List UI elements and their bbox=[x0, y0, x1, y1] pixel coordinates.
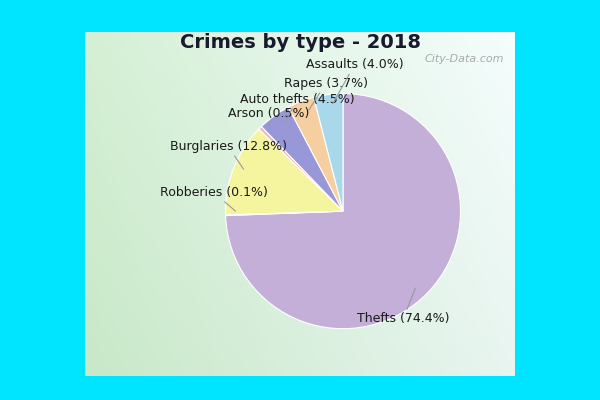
Wedge shape bbox=[226, 129, 343, 215]
Wedge shape bbox=[314, 94, 343, 211]
Text: Crimes by type - 2018: Crimes by type - 2018 bbox=[179, 32, 421, 52]
Wedge shape bbox=[226, 211, 343, 216]
Wedge shape bbox=[289, 97, 343, 211]
Text: Robberies (0.1%): Robberies (0.1%) bbox=[160, 186, 268, 211]
Wedge shape bbox=[259, 126, 343, 211]
Wedge shape bbox=[262, 107, 343, 211]
Text: Rapes (3.7%): Rapes (3.7%) bbox=[284, 77, 368, 110]
Text: Thefts (74.4%): Thefts (74.4%) bbox=[357, 288, 449, 325]
Text: Arson (0.5%): Arson (0.5%) bbox=[228, 107, 309, 132]
Text: Auto thefts (4.5%): Auto thefts (4.5%) bbox=[240, 93, 355, 122]
Wedge shape bbox=[226, 94, 461, 329]
Text: City-Data.com: City-Data.com bbox=[424, 54, 503, 64]
Text: Assaults (4.0%): Assaults (4.0%) bbox=[305, 58, 403, 104]
Text: Burglaries (12.8%): Burglaries (12.8%) bbox=[170, 140, 287, 169]
